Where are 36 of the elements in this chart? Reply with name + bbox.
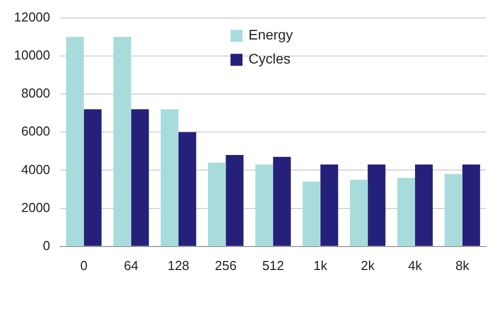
x-tick-label: 4k	[408, 258, 422, 273]
x-tick-label: 64	[124, 258, 138, 273]
y-tick-label: 4000	[21, 162, 50, 177]
y-tick-label: 10000	[14, 47, 50, 62]
y-tick-label: 6000	[21, 124, 50, 139]
bar	[84, 109, 102, 246]
x-tick-label: 512	[262, 258, 284, 273]
x-tick-label: 256	[214, 258, 237, 273]
x-tick-label: 8k	[455, 258, 470, 273]
bar	[273, 156, 291, 246]
legend-label: Cycles	[248, 50, 291, 67]
y-tick-label: 12000	[14, 9, 50, 24]
bar	[462, 164, 480, 246]
bar	[113, 36, 132, 246]
bar	[131, 109, 149, 246]
x-tick-label: 128	[168, 258, 190, 273]
bar	[302, 182, 320, 246]
x-tick-label: 0	[80, 258, 88, 273]
bar	[255, 164, 274, 246]
bar	[178, 132, 196, 246]
bar	[350, 180, 368, 246]
x-tick-label: 2k	[360, 258, 376, 273]
y-tick-label: 2000	[21, 200, 50, 215]
bar	[368, 164, 386, 246]
bar	[66, 36, 84, 246]
legend-label: Energy	[248, 26, 293, 43]
bar	[320, 164, 338, 246]
bar	[208, 162, 226, 246]
bar	[226, 154, 244, 246]
x-tick-label: 1k	[314, 258, 328, 273]
bar	[397, 178, 416, 246]
bar	[415, 164, 433, 246]
bar	[160, 109, 178, 246]
bar	[444, 174, 462, 246]
y-tick-label: 0	[42, 238, 50, 253]
y-tick-label: 8000	[21, 86, 50, 101]
